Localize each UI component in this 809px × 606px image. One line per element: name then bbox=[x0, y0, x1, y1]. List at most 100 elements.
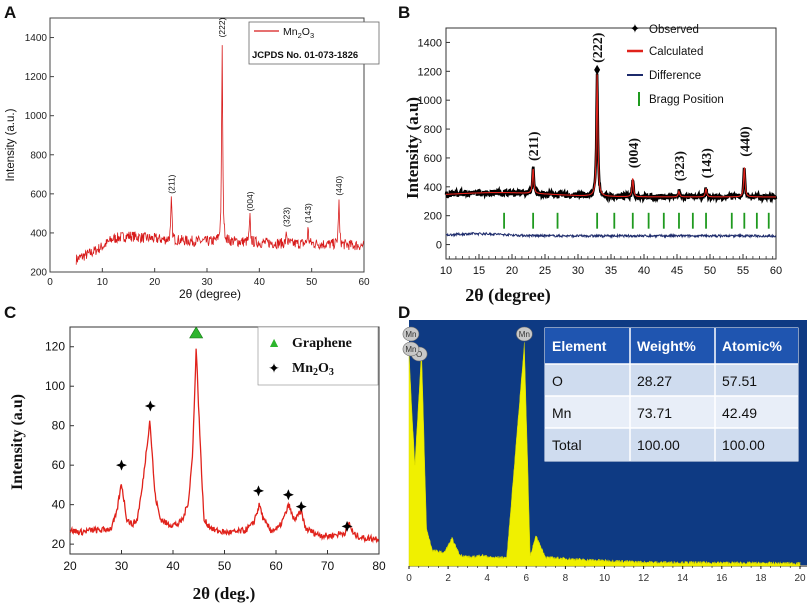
panel-d-table-header-element: Element bbox=[552, 338, 607, 354]
panel-d-table-cell: Mn bbox=[552, 405, 571, 421]
panel-b-plot-frame bbox=[445, 27, 777, 260]
panel-b-legend-calculated-label: Calculated bbox=[649, 46, 703, 58]
panel-a-legend-label: Mn2O3 bbox=[283, 26, 314, 40]
panel-a-peak-label: (211) bbox=[166, 174, 176, 193]
panel-a-xtick-label: 10 bbox=[97, 277, 109, 288]
panel-c-legend-graphene-label: Graphene bbox=[292, 336, 352, 351]
panel-d-table-row-mn bbox=[545, 396, 798, 428]
panel-b-xtick-label: 60 bbox=[770, 265, 782, 277]
panel-a-xtick-label: 40 bbox=[254, 277, 266, 288]
panel-d-peak-label: O bbox=[416, 350, 422, 359]
panel-d-table-cell: O bbox=[552, 373, 563, 389]
panel-b-peak-label: (323) bbox=[673, 151, 688, 182]
panel-b-xtick-label: 10 bbox=[440, 265, 452, 277]
panel-a-xtick-label: 60 bbox=[358, 277, 370, 288]
panel-b-ytick-label: 0 bbox=[436, 240, 442, 252]
panel-d-xtick-label: 20 bbox=[794, 573, 806, 584]
panel-d-table-cell: 28.27 bbox=[637, 373, 672, 389]
panel-a-ytick-label: 600 bbox=[30, 189, 47, 200]
panel-c-ytick-label: 80 bbox=[52, 419, 66, 433]
panel-b-calculated-line bbox=[445, 72, 776, 198]
panel-c-legend-box bbox=[257, 326, 379, 386]
panel-d-peak-badge bbox=[402, 341, 420, 357]
panel-c-mn2o3-marker bbox=[144, 400, 156, 412]
panel-a-ytick-label: 1200 bbox=[25, 72, 48, 83]
panel-c-ylabel: Intensity (a.u) bbox=[9, 394, 26, 490]
panel-c-xtick-label: 60 bbox=[269, 559, 283, 573]
panel-label-d: D bbox=[398, 303, 410, 322]
panel-d-peak-label: Mn bbox=[519, 330, 530, 339]
panel-a-peak-label: (323) bbox=[282, 207, 292, 227]
panel-a-xtick-label: 50 bbox=[306, 277, 318, 288]
panel-b-chart: 0 200 400 600 800 1000 1200 1400 10 15 20 25 30 35 40… bbox=[403, 21, 782, 306]
panel-a-xtick-label: 20 bbox=[149, 277, 161, 288]
panel-b-xtick-label: 30 bbox=[572, 265, 584, 277]
panel-d-xtick-label: 14 bbox=[677, 573, 689, 584]
panel-a-peak-label: (004) bbox=[245, 191, 255, 211]
panel-a-xtick-label: 0 bbox=[47, 277, 53, 288]
panel-b-legend-observed-label: Observed bbox=[649, 24, 699, 36]
panel-b-xtick-label: 45 bbox=[671, 265, 683, 277]
panel-d-peak-badge bbox=[402, 326, 420, 342]
panel-c-mn2o3-marker bbox=[341, 520, 353, 532]
panel-b-xtick-label: 40 bbox=[638, 265, 650, 277]
panel-c-chart: 20 40 60 80 100 120 20 30 40 50 60 70 80 ▲ Graphene… bbox=[9, 326, 386, 603]
panel-b-legend-observed-marker: ✦ bbox=[630, 21, 641, 36]
panel-a-chart: 200 400 600 800 1000 1200 1400 0 10 20 30 40 50 60 (… bbox=[5, 17, 380, 301]
panel-d-table-cell: 100.00 bbox=[637, 437, 680, 453]
panel-b-legend-bragg-label: Bragg Position bbox=[649, 94, 724, 106]
panel-b-ylabel: Intensity (a.u) bbox=[403, 97, 422, 199]
panel-c-legend-mn2o3-marker: ✦ bbox=[268, 360, 280, 376]
panel-d-xtick-label: 4 bbox=[484, 573, 490, 584]
panel-c-xrd-line bbox=[69, 348, 380, 544]
panel-a-xtick-label: 30 bbox=[201, 277, 213, 288]
panel-d-table-cell: Total bbox=[552, 437, 582, 453]
panel-b-peak-label: (222) bbox=[591, 32, 606, 63]
panel-d-xtick-label: 2 bbox=[445, 573, 451, 584]
panel-d-axis-strip bbox=[409, 565, 807, 570]
panel-d-xtick-label: 10 bbox=[599, 573, 611, 584]
panel-label-b: B bbox=[398, 3, 410, 22]
panel-d-table-header-row bbox=[545, 328, 798, 364]
panel-b-ytick-label: 1400 bbox=[418, 37, 442, 49]
panel-a-legend-box bbox=[248, 21, 380, 65]
panel-b-xtick-label: 15 bbox=[473, 265, 485, 277]
panel-b-ytick-label: 200 bbox=[424, 211, 442, 223]
panel-d-xtick-label: 6 bbox=[524, 573, 530, 584]
panel-c-legend-mn2o3-label: Mn2O3 bbox=[292, 361, 334, 378]
panel-d-peak-label: Mn bbox=[405, 345, 416, 354]
panel-c-mn2o3-marker bbox=[295, 501, 307, 513]
panel-c-xtick-label: 20 bbox=[63, 559, 77, 573]
panel-a-ytick-label: 400 bbox=[30, 228, 47, 239]
panel-b-ytick-label: 1000 bbox=[418, 95, 442, 107]
panel-b-xtick-label: 50 bbox=[704, 265, 716, 277]
panel-a-ytick-label: 1400 bbox=[25, 33, 48, 44]
panel-c-ytick-label: 60 bbox=[52, 458, 66, 472]
panel-a-peak-label: (143) bbox=[303, 203, 313, 223]
panel-c-graphene-marker bbox=[189, 326, 204, 339]
panel-c-legend: ▲ Graphene ✦ Mn2O3 bbox=[257, 326, 379, 386]
panel-a-ytick-label: 800 bbox=[30, 150, 47, 161]
panel-b-observed-peak-marker bbox=[594, 64, 601, 75]
panel-c-xtick-label: 30 bbox=[115, 559, 129, 573]
panel-b-observed-line bbox=[444, 73, 778, 204]
panel-a-ytick-label: 1000 bbox=[25, 111, 48, 122]
panel-b-ytick-label: 600 bbox=[424, 153, 442, 165]
panel-b-xlabel: 2θ (degree) bbox=[465, 285, 551, 306]
panel-a-xrd-line bbox=[75, 45, 365, 265]
panel-a-ylabel: Intensity (a.u.) bbox=[5, 108, 17, 181]
panel-b-peak-label: (143) bbox=[700, 148, 715, 179]
panel-d-peak-badge bbox=[516, 326, 533, 342]
panel-d-peak-label: Mn bbox=[405, 330, 416, 339]
panel-b-peak-label: (440) bbox=[738, 126, 753, 157]
panel-d-table-header-weight: Weight% bbox=[637, 338, 696, 354]
panel-d-table-cell: 57.51 bbox=[722, 373, 757, 389]
panel-label-a: A bbox=[4, 3, 16, 22]
panel-c-mn2o3-marker bbox=[282, 489, 294, 501]
panel-a-peak-label: (222) bbox=[217, 17, 227, 37]
panel-c-xtick-label: 80 bbox=[372, 559, 386, 573]
panel-d-table-cell: 73.71 bbox=[637, 405, 672, 421]
panel-c-ytick-label: 40 bbox=[52, 498, 66, 512]
panel-d-xtick-label: 16 bbox=[716, 573, 728, 584]
